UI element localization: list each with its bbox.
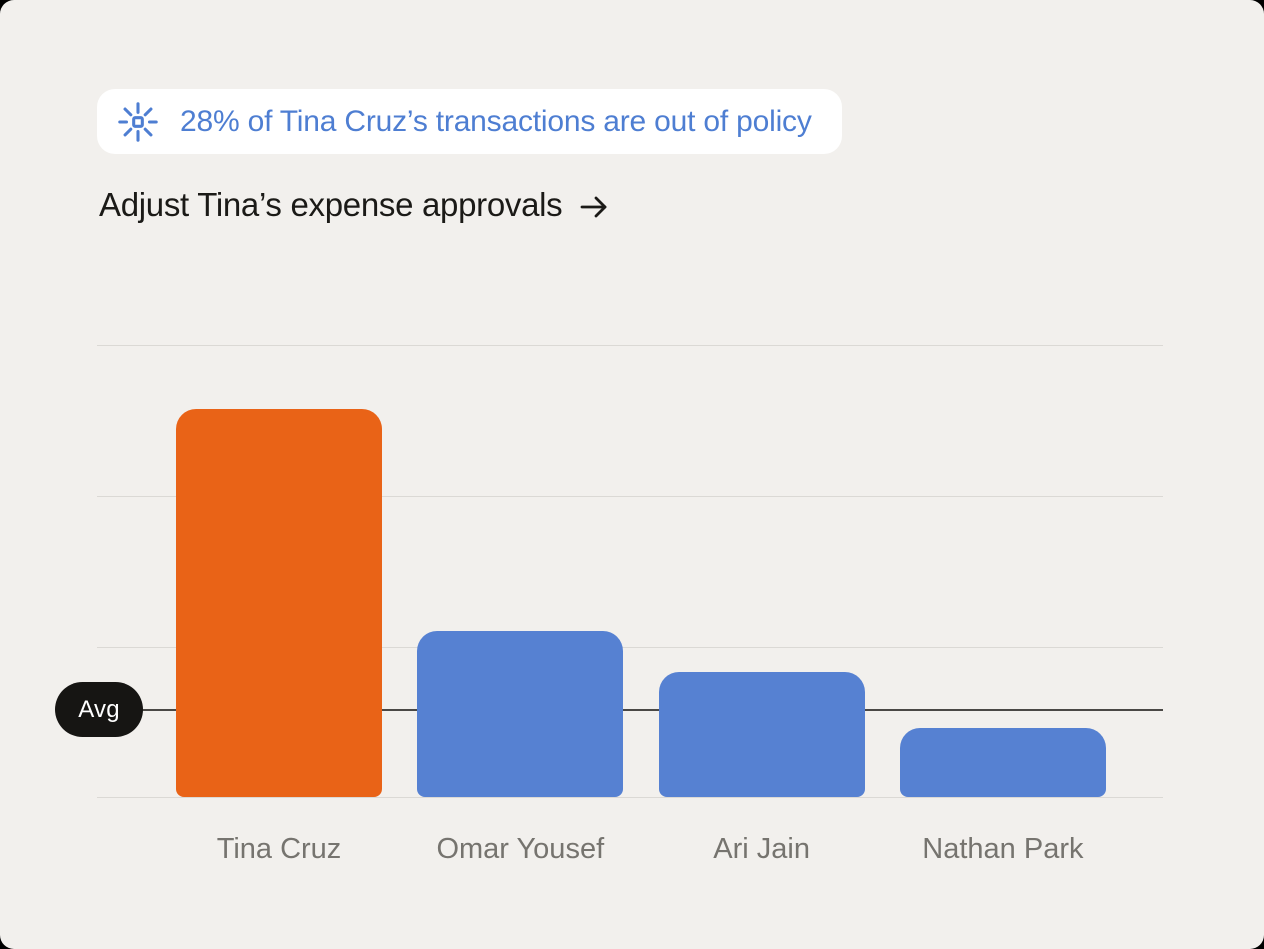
bar-chart: Tina Cruz Omar Yousef Ari Jain Nathan Park … xyxy=(55,345,1163,865)
x-axis-label: Omar Yousef xyxy=(436,833,605,865)
bar-nathan-park xyxy=(899,728,1106,797)
x-axis-label: Nathan Park xyxy=(922,833,1084,865)
bar-ari-jain xyxy=(658,672,865,797)
gridline xyxy=(97,345,1163,346)
insight-banner[interactable]: 28% of Tina Cruz’s transactions are out … xyxy=(97,89,842,154)
adjust-approvals-link[interactable]: Adjust Tina’s expense approvals xyxy=(99,186,610,224)
avg-badge-label: Avg xyxy=(78,695,120,723)
x-axis-label: Tina Cruz xyxy=(216,833,342,865)
gridline xyxy=(97,647,1163,648)
right-arrow-icon xyxy=(578,191,610,223)
gridline xyxy=(97,797,1163,798)
avg-badge: Avg xyxy=(55,682,143,738)
bar-tina-cruz xyxy=(176,409,382,797)
action-link-label: Adjust Tina’s expense approvals xyxy=(99,186,563,223)
average-line xyxy=(100,708,1163,711)
gridline xyxy=(97,496,1163,497)
x-axis-label: Ari Jain xyxy=(713,833,810,865)
bar-omar-yousef xyxy=(417,631,624,797)
sparkle-burst-icon xyxy=(115,99,161,145)
insight-banner-text: 28% of Tina Cruz’s transactions are out … xyxy=(180,104,812,138)
